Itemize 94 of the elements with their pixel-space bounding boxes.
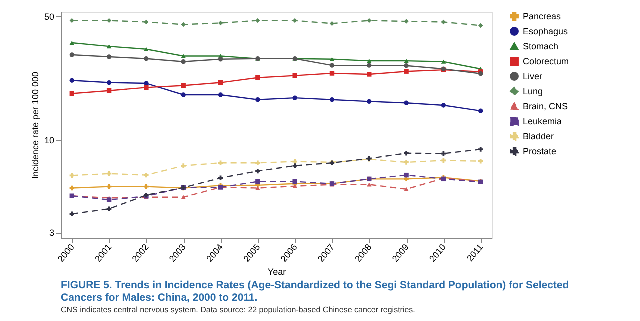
point [181, 22, 186, 28]
point [330, 57, 335, 62]
point [404, 151, 409, 156]
point [330, 98, 335, 102]
point [218, 92, 224, 98]
x-axis-title: Year [268, 267, 286, 278]
legend-label: Colorectum [523, 56, 570, 66]
point [330, 21, 335, 26]
point [144, 20, 149, 25]
point [70, 186, 74, 191]
point [218, 20, 224, 26]
point [256, 98, 260, 102]
legend-label: Bladder [523, 132, 554, 142]
point [70, 173, 74, 178]
legend-label: Brain, CNS [523, 102, 568, 112]
point [70, 52, 74, 58]
point [218, 80, 224, 86]
legend-label: Prostate [523, 146, 557, 156]
point [144, 47, 149, 52]
point [106, 184, 112, 190]
point [478, 159, 484, 164]
point [106, 206, 112, 212]
point [256, 186, 260, 190]
point [404, 100, 409, 106]
point [144, 172, 149, 178]
point [106, 44, 112, 49]
point [106, 54, 112, 60]
point [181, 60, 186, 64]
point [330, 63, 335, 68]
legend-label: Esophagus [523, 26, 569, 36]
point [404, 64, 409, 68]
legend-label: Pancreas [523, 12, 562, 22]
point [144, 184, 149, 190]
point [441, 103, 446, 108]
point [441, 60, 446, 64]
point [292, 184, 298, 188]
point [404, 172, 409, 178]
point [292, 73, 298, 78]
point [478, 147, 484, 152]
point [106, 18, 112, 24]
point [144, 56, 149, 62]
point [181, 195, 186, 200]
text: CNS indicates central nervous system. Data source: 22 population-based Chinese cancer registries. [61, 306, 416, 315]
point [144, 85, 149, 90]
point [181, 164, 186, 168]
point [70, 91, 74, 96]
point [478, 23, 484, 28]
point [181, 83, 186, 88]
y-axis-title: Incidence rate per 100 000 [30, 72, 40, 180]
point [404, 160, 409, 165]
point [144, 81, 149, 86]
legend-label: Stomach [523, 42, 559, 52]
point [404, 187, 409, 192]
point [256, 160, 260, 166]
point [404, 19, 409, 24]
point [404, 69, 409, 74]
point [218, 176, 224, 180]
point [330, 71, 335, 76]
point [404, 59, 409, 64]
point [218, 57, 224, 62]
y-tick-label: 10 [44, 136, 54, 146]
y-tick-label: 50 [44, 12, 54, 22]
point [292, 96, 298, 100]
point [367, 182, 372, 187]
legend-label: Leukemia [523, 116, 562, 126]
point [441, 158, 446, 163]
y-tick-label: 3 [49, 228, 54, 238]
point [367, 59, 372, 64]
point [70, 18, 74, 24]
point [106, 80, 112, 86]
point [367, 63, 372, 68]
point [181, 54, 186, 58]
point [292, 18, 298, 24]
point [218, 160, 224, 166]
point [367, 18, 372, 24]
point [181, 92, 186, 98]
point [256, 76, 260, 80]
point [441, 20, 446, 25]
point [367, 72, 372, 77]
point [106, 88, 112, 94]
point [106, 172, 112, 176]
point [292, 164, 298, 168]
point [292, 179, 298, 184]
legend-label: Lung [523, 86, 544, 96]
point [70, 78, 74, 83]
point [478, 108, 484, 114]
point [70, 40, 74, 46]
point [367, 99, 372, 104]
point [256, 168, 260, 174]
point [70, 212, 74, 216]
point [256, 18, 260, 24]
text: FIGURE 5. Trends in Incidence Rates (Age-Standardized to the Segi Standard Population) for Selected Cancers for Males: China, 2000 to 2011. [61, 280, 570, 304]
point [256, 179, 260, 184]
legend-label: Liver [523, 72, 543, 82]
